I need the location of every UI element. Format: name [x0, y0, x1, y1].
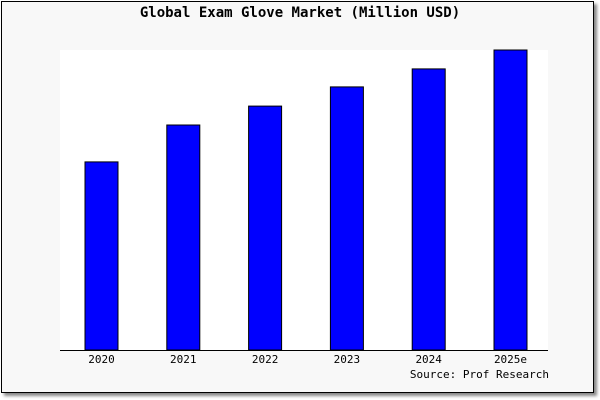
x-tick-label: 2021: [170, 353, 197, 366]
bar-2024: [411, 68, 446, 351]
source-note: Source: Prof Research: [409, 368, 549, 381]
chart-title: Global Exam Glove Market (Million USD): [139, 5, 461, 21]
x-tick-label: 2024: [415, 353, 442, 366]
plot-area: [60, 50, 548, 350]
bar-2022: [248, 105, 283, 351]
bar-2020: [84, 161, 119, 351]
x-tick-label: 2022: [252, 353, 279, 366]
bar-2021: [166, 124, 201, 351]
bar-2025e: [493, 49, 528, 351]
x-tick-label: 2023: [334, 353, 361, 366]
bar-2023: [329, 86, 364, 351]
x-tick-label: 2020: [88, 353, 115, 366]
x-tick-label: 2025e: [494, 353, 527, 366]
